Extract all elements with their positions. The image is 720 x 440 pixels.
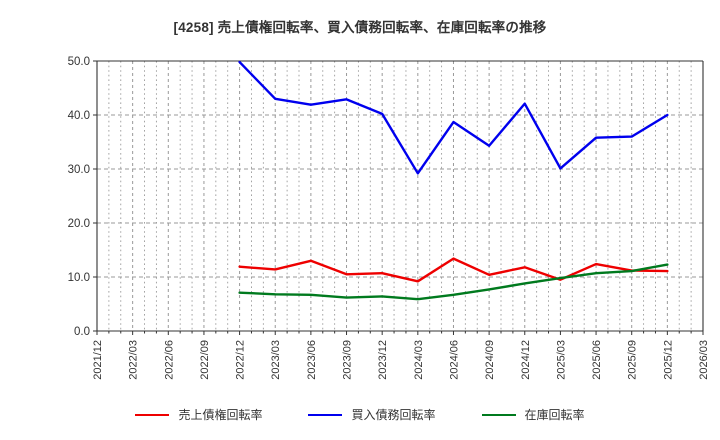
x-axis-tick-label: 2024/06 [448, 340, 460, 380]
x-axis-tick-label: 2022/09 [199, 340, 211, 380]
y-axis-tick-label: 10.0 [68, 272, 90, 284]
y-axis-tick-label: 20.0 [68, 218, 90, 230]
series-line-1 [238, 60, 669, 175]
series-line-0 [238, 257, 669, 283]
x-axis-tick-label: 2023/03 [270, 340, 282, 380]
axis-ticks [93, 60, 704, 335]
x-axis-tick-label: 2023/09 [342, 340, 354, 380]
x-axis-tick-label: 2025/12 [662, 340, 674, 380]
x-axis-tick-label: 2025/09 [627, 340, 639, 380]
data-series [238, 60, 669, 301]
x-axis-tick-label: 2022/12 [235, 340, 247, 380]
x-axis-tick-label: 2024/09 [484, 340, 496, 380]
x-axis-tick-label: 2024/12 [520, 340, 532, 380]
y-axis-tick-label: 0.0 [74, 326, 90, 338]
y-axis-tick-label: 50.0 [68, 56, 90, 68]
x-axis-labels: 2021/12 2022/03 2022/06 2022/09 2022/12 2023/… [92, 340, 710, 380]
y-axis-labels: 0.0 10.0 20.0 30.0 40.0 50.0 [68, 56, 90, 338]
axis-lines [96, 60, 704, 332]
x-axis-tick-label: 2022/03 [128, 340, 140, 380]
legend-line-swatch [308, 413, 343, 416]
y-axis-tick-label: 40.0 [68, 110, 90, 122]
gridlines [96, 60, 704, 332]
y-axis-tick-label: 30.0 [68, 164, 90, 176]
chart-legend: 売上債権回転率 買入債務回転率 在庫回転率 [0, 406, 720, 423]
x-axis-tick-label: 2024/03 [413, 340, 425, 380]
legend-item-label: 売上債権回転率 [178, 408, 263, 422]
legend-line-swatch [135, 413, 170, 416]
legend-item-label: 在庫回転率 [524, 408, 585, 422]
x-axis-tick-label: 2022/06 [163, 340, 175, 380]
series-line-2 [238, 263, 669, 301]
legend-line-swatch [481, 413, 516, 416]
x-axis-tick-label: 2021/12 [92, 340, 104, 380]
x-axis-tick-label: 2023/12 [377, 340, 389, 380]
chart-title: [4258] 売上債権回転率、買入債務回転率、在庫回転率の推移 [173, 20, 547, 35]
legend-item-2[interactable]: 在庫回転率 [481, 406, 585, 423]
x-axis-tick-label: 2023/06 [306, 340, 318, 380]
legend-item-0[interactable]: 売上債権回転率 [135, 406, 262, 423]
legend-item-1[interactable]: 買入債務回転率 [308, 406, 436, 423]
legend-item-label: 買入債務回転率 [351, 408, 436, 422]
x-axis-tick-label: 2025/03 [555, 340, 567, 380]
x-axis-tick-label: 2025/06 [591, 340, 603, 380]
x-axis-tick-label: 2026/03 [698, 340, 710, 380]
